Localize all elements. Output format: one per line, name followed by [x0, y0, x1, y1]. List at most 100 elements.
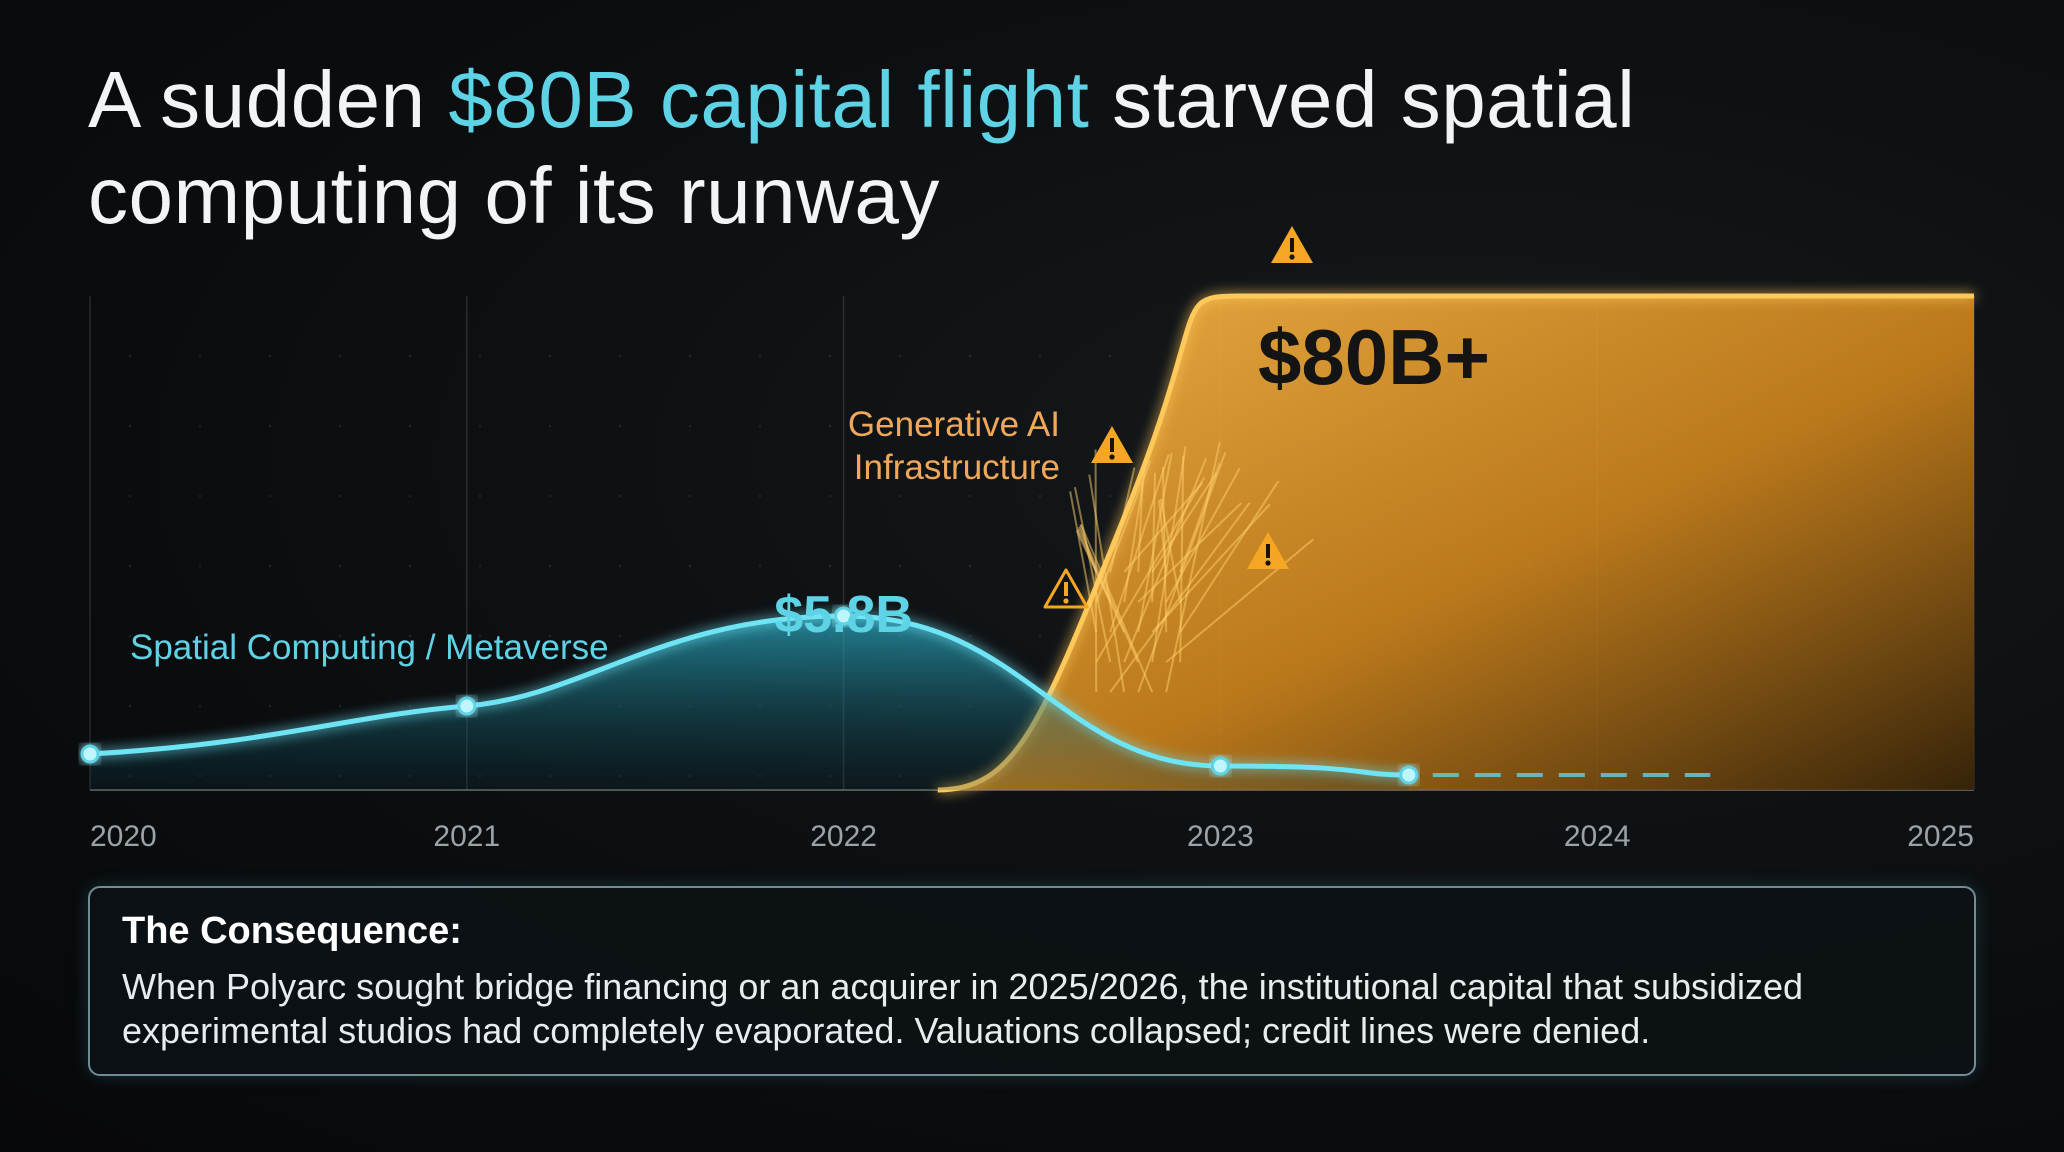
- spatial-data-point: [1210, 756, 1230, 776]
- grid-dot: [338, 704, 342, 708]
- ai-spark: [1109, 502, 1251, 693]
- grid-dot: [898, 494, 902, 498]
- grid-dot: [128, 494, 132, 498]
- headline: A sudden $80B capital flight starved spa…: [88, 52, 1908, 244]
- grid-dot: [128, 704, 132, 708]
- grid-dot: [128, 564, 132, 568]
- warning-dot: [1063, 598, 1069, 604]
- ai-spark: [1123, 458, 1207, 663]
- headline-tail: starved spatial computing of its runway: [88, 55, 1636, 240]
- spatial-data-point: [457, 696, 477, 716]
- grid-dot: [968, 634, 972, 638]
- grid-dot: [198, 564, 202, 568]
- grid-dot: [618, 564, 622, 568]
- ai-series-label-line2: Infrastructure: [854, 448, 1060, 487]
- ai-spark: [1095, 460, 1152, 603]
- grid-dot: [618, 494, 622, 498]
- warning-dot: [1265, 560, 1271, 566]
- grid-dot: [128, 634, 132, 638]
- warning-bar: [1064, 582, 1068, 596]
- warning-dot: [1289, 254, 1295, 260]
- ai-spark: [1094, 449, 1098, 693]
- ai-spark: [1109, 454, 1170, 633]
- grid-dot: [338, 494, 342, 498]
- callout-body: When Polyarc sought bridge financing or …: [122, 966, 1804, 1051]
- grid-dot: [268, 634, 272, 638]
- consequence-callout: The Consequence: When Polyarc sought bri…: [88, 886, 1976, 1076]
- grid-dot: [338, 634, 342, 638]
- ai-spark: [1137, 502, 1242, 603]
- grid-dot: [408, 564, 412, 568]
- ai-value-label: $80B+: [1258, 313, 1490, 401]
- grid-dot: [338, 354, 342, 358]
- spatial-area: [90, 616, 1409, 790]
- warning-bar: [1290, 238, 1294, 252]
- grid-dot: [478, 354, 482, 358]
- grid-dot: [408, 424, 412, 428]
- grid-dot: [618, 634, 622, 638]
- grid-dot: [408, 494, 412, 498]
- grid-dot: [198, 354, 202, 358]
- grid-dot: [1038, 494, 1042, 498]
- warning-icon: [1043, 568, 1089, 609]
- ai-spark: [1151, 471, 1218, 573]
- grid-dot: [688, 354, 692, 358]
- ai-area: [937, 296, 1974, 790]
- grid-dot: [828, 424, 832, 428]
- grid-dot: [548, 564, 552, 568]
- grid-dot: [828, 564, 832, 568]
- grid-dot: [828, 494, 832, 498]
- ai-spark: [1137, 481, 1144, 573]
- grid-dot: [478, 634, 482, 638]
- headline-lead: A sudden: [88, 55, 449, 144]
- grid-dot: [1108, 494, 1112, 498]
- grid-dot: [1038, 564, 1042, 568]
- callout-title: The Consequence:: [122, 910, 462, 952]
- grid-dot: [688, 424, 692, 428]
- grid-dot: [338, 564, 342, 568]
- grid-dot: [618, 354, 622, 358]
- ai-spark: [1179, 480, 1280, 633]
- grid-dot: [128, 354, 132, 358]
- grid-dot: [198, 704, 202, 708]
- warning-dot: [1109, 454, 1115, 460]
- grid-dot: [758, 424, 762, 428]
- grid-dot: [758, 564, 762, 568]
- grid-dot: [268, 354, 272, 358]
- spatial-series-layer: [80, 606, 1711, 790]
- grid-dot: [198, 424, 202, 428]
- grid-dot: [408, 634, 412, 638]
- grid-dot: [408, 354, 412, 358]
- spatial-data-point: [80, 744, 100, 764]
- warning-bar: [1110, 438, 1114, 452]
- x-tick-label-2023: 2023: [1187, 820, 1254, 853]
- spatial-series-label: Spatial Computing / Metaverse: [130, 628, 609, 667]
- grid-dot: [898, 424, 902, 428]
- grid-dot: [1038, 634, 1042, 638]
- spatial-peak-label: $5.8B: [774, 586, 913, 644]
- x-tick-label-2022: 2022: [810, 820, 877, 853]
- x-tick-label-2024: 2024: [1564, 820, 1631, 853]
- warning-triangle: [1043, 568, 1089, 609]
- grid-dot: [128, 424, 132, 428]
- ai-spark: [1165, 441, 1221, 693]
- warning-icon: [1247, 532, 1289, 569]
- grid-dot: [268, 704, 272, 708]
- grid-dot: [1108, 424, 1112, 428]
- grid-dot: [198, 494, 202, 498]
- grid-dot: [478, 424, 482, 428]
- warning-icon: [1091, 426, 1133, 463]
- grid-dot: [688, 494, 692, 498]
- grid-dot: [618, 424, 622, 428]
- x-tick-label-2021: 2021: [433, 820, 500, 853]
- grid-dot: [198, 634, 202, 638]
- grid-dot: [1038, 354, 1042, 358]
- grid-dot: [548, 494, 552, 498]
- grid-dot: [968, 494, 972, 498]
- grid-dot: [548, 354, 552, 358]
- grid-dot: [1108, 354, 1112, 358]
- ai-spark: [1179, 462, 1221, 573]
- chart-labels: 2020 2021 2022 2023 2024 2025 $80B+ Generative …: [90, 226, 1974, 853]
- grid-dot: [758, 354, 762, 358]
